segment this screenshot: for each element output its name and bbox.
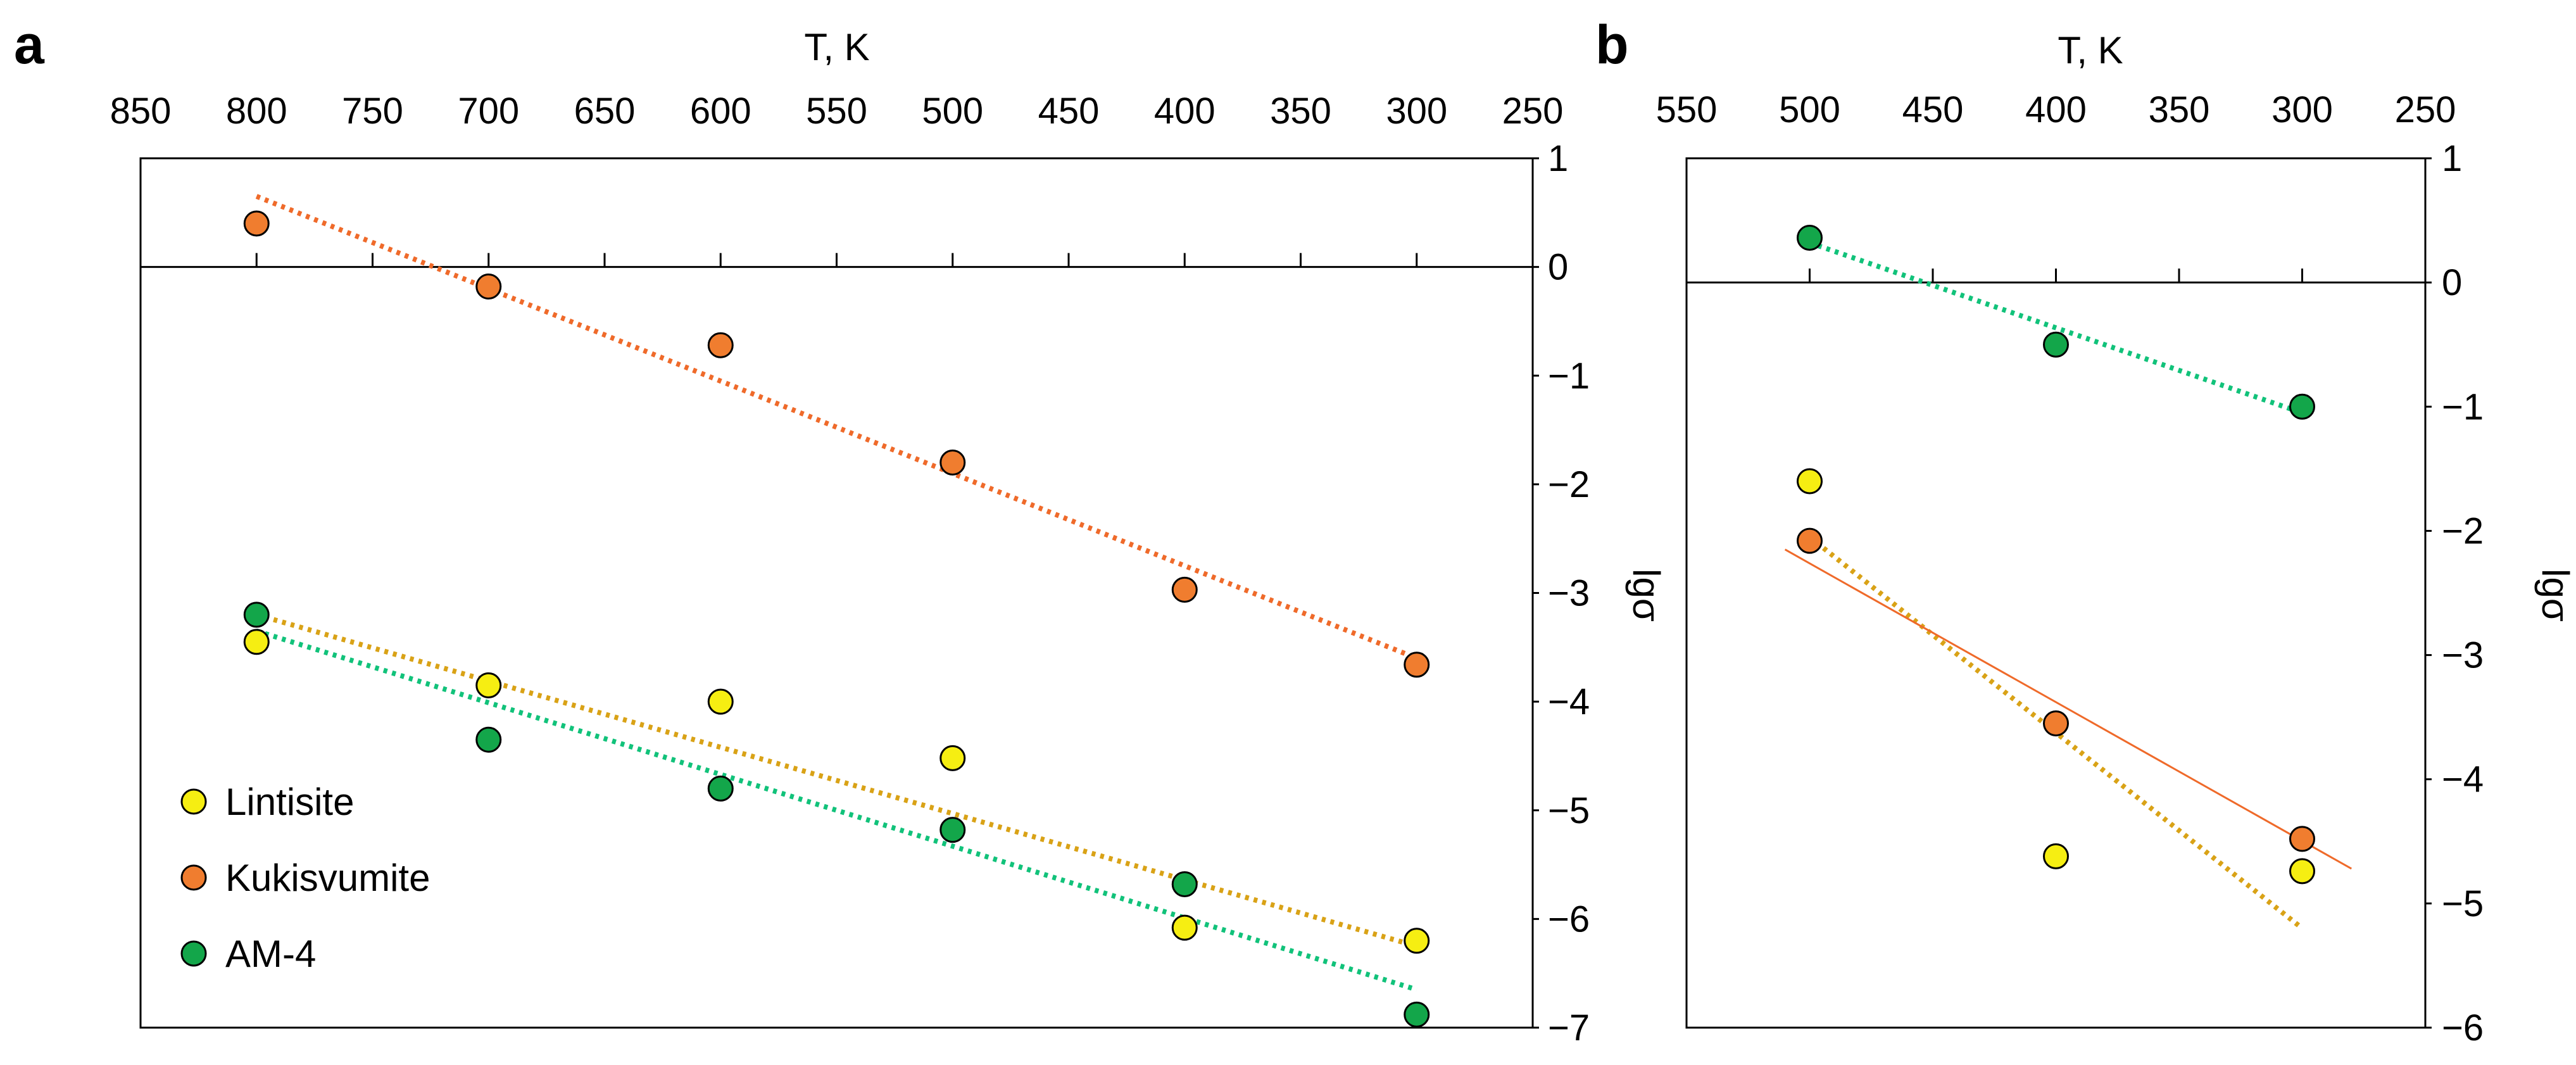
trendline-kukisvumite bbox=[255, 194, 1418, 661]
panel-label: a bbox=[14, 15, 45, 75]
x-tick-label: 750 bbox=[342, 91, 403, 132]
y-tick-label: 0 bbox=[1548, 247, 1568, 288]
y-tick-label: −3 bbox=[1548, 573, 1590, 614]
trendline-lintisite bbox=[256, 612, 1417, 949]
y-tick-label: −2 bbox=[2442, 510, 2484, 551]
data-point-am-4 bbox=[1404, 1001, 1430, 1028]
x-tick-label: 650 bbox=[574, 91, 636, 132]
data-point-lintisite bbox=[475, 672, 502, 698]
data-point-kukisvumite bbox=[1171, 576, 1198, 603]
x-axis-title: T, K bbox=[804, 26, 869, 68]
legend-marker-kukisvumite bbox=[180, 864, 207, 891]
data-point-am-4 bbox=[2043, 331, 2069, 358]
x-tick-label: 500 bbox=[1779, 89, 1840, 130]
x-tick-label: 500 bbox=[922, 91, 983, 132]
y-tick-label: −6 bbox=[1548, 898, 1590, 940]
data-point-am-4 bbox=[707, 775, 734, 802]
trendline-lintisite bbox=[1808, 535, 2304, 931]
y-tick-label: 1 bbox=[2442, 138, 2462, 179]
panel-b: b T, K 550 500 450 400 350 300 250 1 0 −1 −2 −3 −4 −5 −6… bbox=[1595, 15, 2576, 1049]
data-point-am-4 bbox=[939, 817, 966, 843]
x-tick-label: 250 bbox=[1502, 91, 1564, 132]
trendline-kukisvumite bbox=[1784, 548, 2353, 870]
x-tick-label: 300 bbox=[1386, 91, 1447, 132]
y-tick-label: −5 bbox=[2442, 883, 2484, 924]
data-point-kukisvumite bbox=[2289, 826, 2315, 852]
data-point-kukisvumite bbox=[707, 332, 734, 358]
x-tick-label: 700 bbox=[458, 91, 519, 132]
y-tick-label: −2 bbox=[1548, 464, 1590, 505]
x-tick-label: 350 bbox=[1270, 91, 1331, 132]
y-tick-label: 1 bbox=[1548, 138, 1568, 179]
data-point-lintisite bbox=[1797, 468, 1823, 495]
data-point-am-4 bbox=[1171, 871, 1198, 897]
legend-marker-am-4 bbox=[180, 940, 207, 967]
data-point-lintisite bbox=[2289, 858, 2315, 885]
data-point-am-4 bbox=[243, 602, 270, 628]
panel-a: a T, K 850 800 750 700 650 600 550 500 450 400 350 30… bbox=[14, 15, 1668, 1049]
x-tick-label: 400 bbox=[1154, 91, 1216, 132]
x-tick-label: 850 bbox=[110, 91, 172, 132]
y-tick-label: −1 bbox=[1548, 355, 1590, 396]
legend-label-am-4: AM-4 bbox=[225, 933, 316, 975]
data-point-lintisite bbox=[1171, 914, 1198, 941]
x-axis-title: T, K bbox=[2058, 29, 2123, 72]
y-tick-label: 0 bbox=[2442, 262, 2462, 303]
data-point-lintisite bbox=[707, 688, 734, 715]
x-tick-label: 400 bbox=[2025, 89, 2087, 130]
data-point-lintisite bbox=[2043, 843, 2069, 869]
data-point-lintisite bbox=[1404, 928, 1430, 954]
y-tick-label: −6 bbox=[2442, 1007, 2484, 1049]
x-tick-label: 450 bbox=[1038, 91, 1100, 132]
plot-frame bbox=[1685, 157, 2427, 1029]
x-tick-label: 300 bbox=[2271, 89, 2333, 130]
y-axis-title: lgσ bbox=[1625, 569, 1668, 622]
x-tick-label: 600 bbox=[690, 91, 751, 132]
y-tick-label: −7 bbox=[1548, 1007, 1590, 1049]
y-tick-label: −4 bbox=[2442, 759, 2484, 800]
y-tick-label: −5 bbox=[1548, 790, 1590, 831]
x-tick-label: 350 bbox=[2149, 89, 2210, 130]
data-point-kukisvumite bbox=[475, 274, 502, 300]
y-tick-label: −3 bbox=[2442, 635, 2484, 676]
x-tick-label: 550 bbox=[1656, 89, 1718, 130]
data-point-am-4 bbox=[475, 726, 502, 753]
x-tick-label: 550 bbox=[806, 91, 867, 132]
trendline-am-4 bbox=[256, 628, 1417, 992]
trendline-am-4 bbox=[1809, 240, 2303, 415]
panel-label: b bbox=[1595, 15, 1629, 75]
data-point-am-4 bbox=[1797, 225, 1823, 251]
legend-marker-lintisite bbox=[180, 788, 207, 815]
data-point-kukisvumite bbox=[1797, 527, 1823, 554]
y-tick-label: −1 bbox=[2442, 386, 2484, 427]
x-tick-label: 800 bbox=[226, 91, 287, 132]
data-point-kukisvumite bbox=[939, 450, 966, 476]
data-point-kukisvumite bbox=[243, 210, 270, 237]
y-tick-label: −4 bbox=[1548, 681, 1590, 722]
data-point-lintisite bbox=[939, 745, 966, 771]
legend-label-kukisvumite: Kukisvumite bbox=[225, 857, 430, 899]
data-point-lintisite bbox=[243, 629, 270, 655]
data-point-kukisvumite bbox=[1404, 652, 1430, 678]
y-axis-title: lgσ bbox=[2534, 569, 2576, 622]
data-point-kukisvumite bbox=[2043, 710, 2069, 736]
x-tick-label: 450 bbox=[1902, 89, 1964, 130]
x-tick-label: 250 bbox=[2395, 89, 2456, 130]
legend-label-lintisite: Lintisite bbox=[225, 781, 354, 823]
data-point-am-4 bbox=[2289, 393, 2315, 420]
